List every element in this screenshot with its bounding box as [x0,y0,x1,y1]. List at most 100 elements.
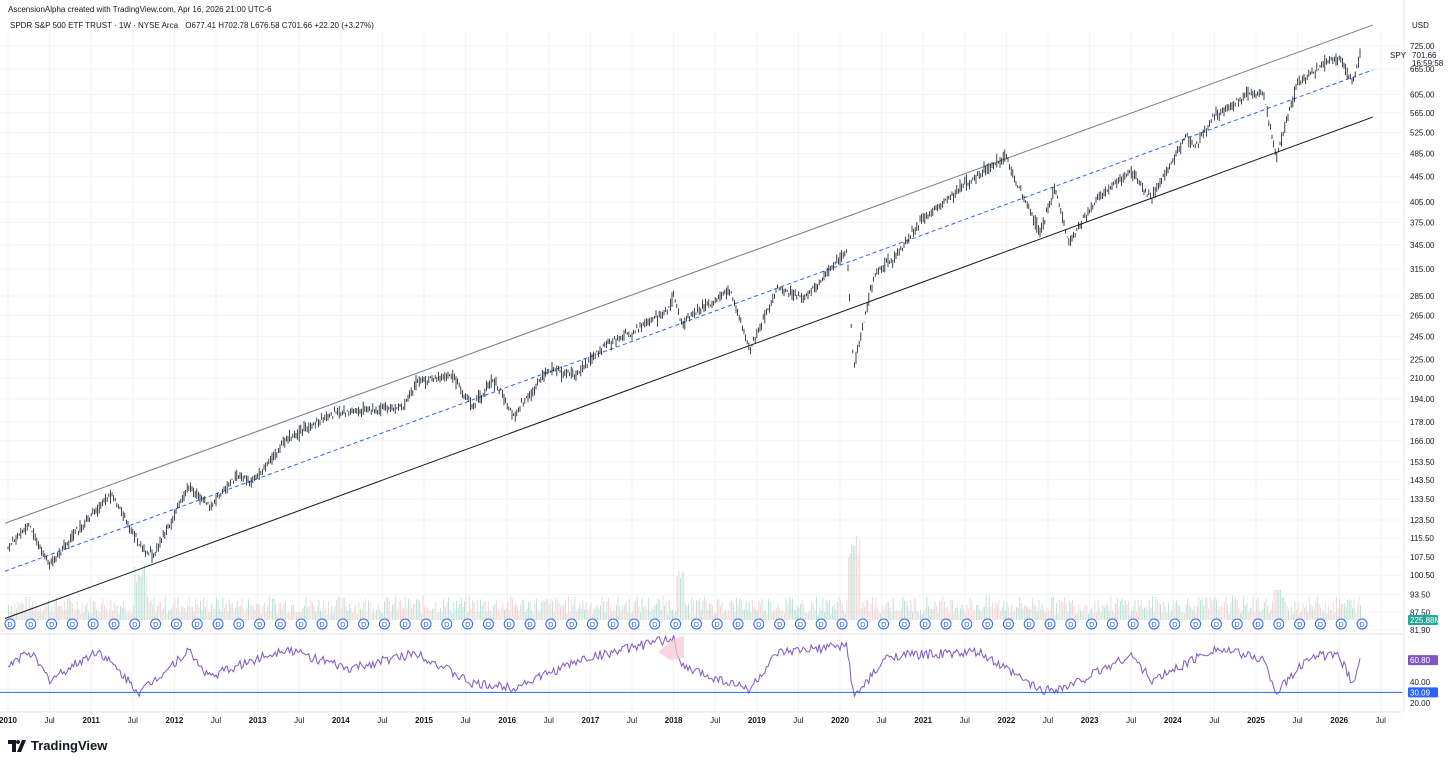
volume-bar [216,597,217,620]
volume-bar [36,604,38,620]
volume-bar [816,597,817,620]
dividend-marker[interactable]: D [690,618,702,630]
dividend-marker[interactable]: D [316,618,328,630]
channel-mid-line[interactable] [4,69,1373,572]
rsi-line[interactable] [7,634,1361,698]
dividend-marker[interactable]: D [711,618,723,630]
dividend-marker[interactable]: D [254,618,266,630]
dividend-marker[interactable]: D [1086,618,1098,630]
volume-bar [558,602,560,620]
channel-upper-line[interactable] [4,24,1373,524]
dividend-marker[interactable]: D [87,618,99,630]
dividend-marker[interactable]: D [607,618,619,630]
volume-bar [380,612,382,620]
dividend-marker[interactable]: D [482,618,494,630]
dividend-marker[interactable]: D [628,618,640,630]
dividend-marker[interactable]: D [857,618,869,630]
dividend-marker[interactable]: D [1231,618,1243,630]
regression-channel[interactable] [4,24,1373,619]
volume-bar [587,609,589,620]
dividend-icon [732,618,744,630]
tradingview-logo[interactable]: TradingView [8,738,107,753]
volume-bar [347,610,349,620]
dividend-marker[interactable]: D [46,618,58,630]
dividend-marker[interactable]: D [545,618,557,630]
dividend-icon [670,618,682,630]
dividend-marker[interactable]: D [1127,618,1139,630]
volume-bar [201,609,203,620]
dividend-marker[interactable]: D [66,618,78,630]
dividend-marker[interactable]: D [732,618,744,630]
volume-bar [1184,613,1185,620]
dividend-marker[interactable]: D [295,618,307,630]
dividend-marker[interactable]: D [1335,618,1347,630]
dividend-icon [129,618,141,630]
dividend-marker[interactable]: D [1065,618,1077,630]
dividend-marker[interactable]: D [337,618,349,630]
dividend-marker[interactable]: D [1294,618,1306,630]
dividend-marker[interactable]: D [1169,618,1181,630]
dividend-marker[interactable]: D [4,618,16,630]
dividend-marker[interactable]: D [670,618,682,630]
volume-bar [448,597,449,620]
dividend-marker[interactable]: D [1190,618,1202,630]
rsi-pane[interactable] [0,634,1402,698]
dividend-marker[interactable]: D [25,618,37,630]
volume-bar [1008,607,1009,620]
dividend-marker[interactable]: D [898,618,910,630]
dividend-marker[interactable]: D [586,618,598,630]
dividend-marker[interactable]: D [399,618,411,630]
time-axis[interactable]: 2010 Jul 2011 Jul 2012 Jul 2013 Jul 2014 Jul 2015 J… [0,716,1386,725]
dividend-marker[interactable]: D [919,618,931,630]
dividend-marker[interactable]: D [274,618,286,630]
dividend-marker[interactable]: D [233,618,245,630]
dividend-marker[interactable]: D [1023,618,1035,630]
dividend-marker[interactable]: D [774,618,786,630]
dividend-icon [628,618,640,630]
dividend-marker[interactable]: D [1148,618,1160,630]
dividend-marker[interactable]: D [212,618,224,630]
dividend-marker[interactable]: D [753,618,765,630]
dividend-marker[interactable]: D [420,618,432,630]
dividend-marker[interactable]: D [1314,618,1326,630]
volume-bar [760,604,761,620]
dividend-marker[interactable]: D [815,618,827,630]
channel-lower-line[interactable] [4,116,1373,619]
price-axis[interactable]: 725.00 665.00 605.00 565.00 525.00 485.00 445.… [1410,21,1435,708]
dividend-marker[interactable]: D [878,618,890,630]
dividend-marker[interactable]: D [358,618,370,630]
dividend-marker[interactable]: D [566,618,578,630]
dividend-marker[interactable]: D [150,618,162,630]
dividend-marker[interactable]: D [649,618,661,630]
dividend-marker[interactable]: D [1002,618,1014,630]
dividend-marker[interactable]: D [462,618,474,630]
dividend-marker[interactable]: D [524,618,536,630]
dividend-marker[interactable]: D [1044,618,1056,630]
dividend-marker[interactable]: D [836,618,848,630]
dividend-marker[interactable]: D [170,618,182,630]
dividend-marker[interactable]: D [378,618,390,630]
dividend-marker[interactable]: D [1252,618,1264,630]
volume-bar [542,600,544,620]
dividend-marker[interactable]: D [441,618,453,630]
dividend-marker[interactable]: D [1356,618,1368,630]
dividend-marker[interactable]: D [1210,618,1222,630]
dividend-marker[interactable]: D [108,618,120,630]
dividend-marker[interactable]: D [191,618,203,630]
volume-bar [712,605,713,620]
dividend-marker[interactable]: D [1273,618,1285,630]
dividend-marker[interactable]: D [940,618,952,630]
dividend-marker[interactable]: D [982,618,994,630]
volume-bar [1192,610,1193,620]
dividend-icon [753,618,765,630]
dividend-marker[interactable]: D [961,618,973,630]
symbol-title[interactable]: SPDR S&P 500 ETF TRUST · 1W · NYSE Arca … [10,21,374,30]
dividend-marker[interactable]: D [503,618,515,630]
dividend-marker[interactable]: D [794,618,806,630]
dividend-marker[interactable]: D [1106,618,1118,630]
price-candles[interactable] [7,48,1361,570]
dividend-marker[interactable]: D [129,618,141,630]
volume-bar [321,612,323,620]
